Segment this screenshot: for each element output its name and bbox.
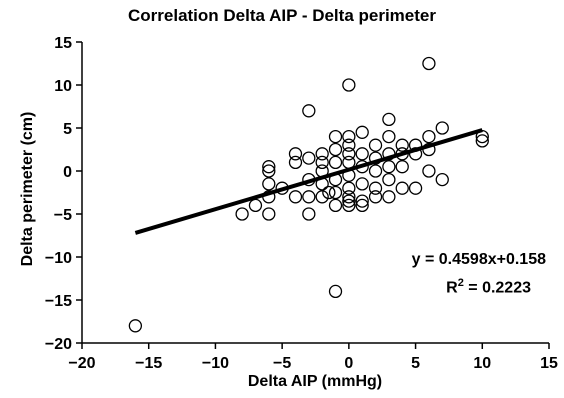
- x-tick-label: −20: [68, 355, 95, 372]
- y-tick-label: 15: [54, 35, 72, 52]
- data-point: [342, 147, 356, 161]
- x-tick-label: −5: [273, 355, 291, 372]
- data-point: [328, 129, 343, 144]
- data-point: [302, 190, 316, 204]
- data-point: [395, 160, 409, 174]
- data-point: [262, 160, 276, 174]
- chart-title: Correlation Delta AIP - Delta perimeter: [128, 6, 436, 25]
- x-tick-label: 15: [540, 355, 558, 372]
- data-point: [435, 121, 449, 135]
- data-point: [368, 181, 383, 195]
- data-point: [328, 155, 343, 170]
- y-axis-ticks: −20 −15 −10 −5 0 5 10 15: [45, 35, 82, 353]
- r2-letter: R: [446, 279, 458, 297]
- x-axis-ticks: −20 −15 −10 −5 0 5 10 15: [68, 343, 558, 372]
- data-point: [355, 194, 369, 208]
- x-tick-label: −15: [135, 355, 162, 372]
- data-point: [408, 181, 423, 195]
- x-tick-label: 0: [344, 355, 353, 372]
- data-point: [382, 190, 396, 204]
- data-point: [342, 78, 356, 92]
- data-point: [422, 164, 436, 178]
- r2-value: = 0.2223: [463, 279, 531, 297]
- y-tick-label: −15: [45, 293, 72, 310]
- r-squared-label: R2 = 0.2223: [300, 277, 531, 297]
- data-point: [342, 181, 356, 195]
- data-point: [422, 129, 436, 144]
- data-point: [475, 134, 489, 148]
- data-point: [315, 190, 329, 204]
- data-point: [315, 155, 329, 170]
- data-point: [322, 185, 336, 200]
- data-point: [248, 198, 263, 213]
- data-point: [302, 104, 316, 118]
- data-point: [395, 138, 409, 152]
- r2-superscript: 2: [457, 277, 464, 289]
- y-tick-label: −20: [45, 336, 72, 353]
- x-tick-label: 10: [473, 355, 491, 372]
- data-point: [342, 198, 356, 213]
- data-point: [342, 138, 356, 152]
- data-point: [128, 319, 143, 333]
- data-point: [262, 207, 276, 221]
- data-point: [328, 284, 343, 299]
- y-tick-label: 10: [54, 78, 72, 95]
- data-point: [382, 172, 396, 187]
- data-point: [355, 177, 369, 191]
- data-point: [235, 207, 249, 221]
- trendline: [134, 128, 483, 235]
- x-tick-label: −10: [202, 355, 229, 372]
- data-point: [435, 172, 449, 187]
- data-point: [382, 160, 396, 174]
- data-point: [382, 129, 396, 144]
- x-axis-label: Delta AIP (mmHg): [247, 373, 383, 390]
- data-point: [342, 194, 356, 208]
- regression-equation: y = 0.4598x+0.158: [411, 251, 546, 268]
- y-axis-label: Delta perimeter (cm): [19, 111, 36, 267]
- data-point: [262, 164, 276, 178]
- data-point: [315, 147, 329, 161]
- data-point: [422, 56, 436, 71]
- data-point: [288, 155, 303, 170]
- data-point: [355, 147, 369, 161]
- data-point: [302, 207, 316, 221]
- y-tick-label: 5: [63, 121, 72, 138]
- data-point: [355, 198, 369, 213]
- data-point: [342, 129, 356, 144]
- y-tick-label: −10: [45, 250, 72, 267]
- data-point: [288, 190, 303, 204]
- data-point: [328, 185, 343, 200]
- data-point: [368, 164, 383, 178]
- data-point: [342, 190, 356, 204]
- data-point: [328, 142, 343, 157]
- data-point: [262, 177, 276, 191]
- data-point: [368, 190, 383, 204]
- x-tick-label: 5: [411, 355, 420, 372]
- y-tick-label: −5: [54, 207, 72, 224]
- data-point: [382, 112, 396, 127]
- data-point: [302, 151, 316, 165]
- data-point: [395, 181, 409, 195]
- data-point: [355, 125, 369, 139]
- data-point: [368, 138, 383, 152]
- y-tick-label: 0: [63, 164, 72, 181]
- data-point: [288, 147, 303, 161]
- data-point: [328, 198, 343, 213]
